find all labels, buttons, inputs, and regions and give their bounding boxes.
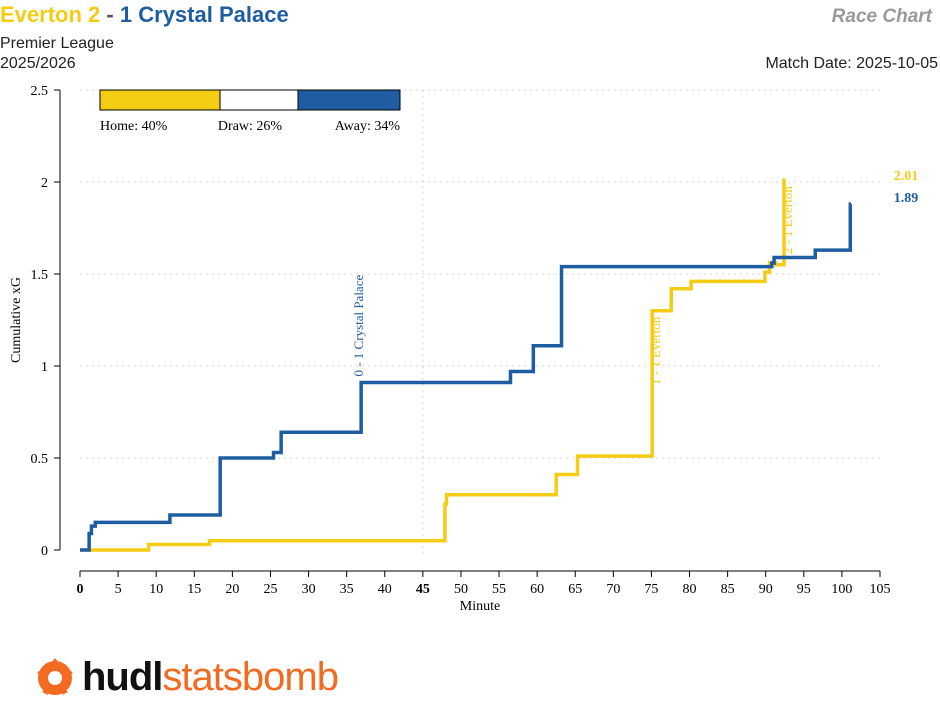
x-axis-title: Minute — [460, 599, 500, 614]
x-tick-label: 0 — [77, 582, 84, 597]
x-tick-label: 55 — [492, 582, 506, 597]
y-tick-label: 0 — [41, 544, 48, 559]
series-line-away — [80, 202, 853, 552]
goal-annotations: 0 - 1 Crystal Palace 1 - 1 Everton 2 - 1 E… — [351, 186, 795, 385]
season-label: 2025/2026 — [0, 55, 76, 72]
x-tick-label: 5 — [115, 582, 122, 597]
final-xg-away: 1.89 — [894, 191, 919, 206]
prob-label-away: Away: 34% — [335, 119, 401, 134]
home-score: 2 — [88, 2, 101, 27]
y-tick-label: 1.5 — [31, 268, 49, 283]
y-axis-title: Cumulative xG — [9, 277, 24, 363]
x-tick-label: 70 — [606, 582, 620, 597]
away-team-name: Crystal Palace — [138, 2, 289, 27]
competition-name: Premier League — [0, 35, 114, 52]
match-title: Everton 2 - 1 Crystal Palace — [0, 2, 289, 28]
prob-bar-away — [297, 89, 401, 111]
hudl-statsbomb-logo: hudlstatsbomb — [32, 652, 339, 702]
x-tick-label: 45 — [416, 582, 430, 597]
x-tick-label: 25 — [263, 582, 277, 597]
chart-series — [80, 178, 853, 552]
goal-annotation: 0 - 1 Crystal Palace — [351, 275, 366, 377]
y-tick-label: 1 — [41, 360, 48, 375]
chart-grid — [80, 89, 880, 558]
goal-annotation: 2 - 1 Everton — [780, 186, 795, 255]
x-tick-label: 60 — [530, 582, 544, 597]
x-tick-label: 50 — [454, 582, 468, 597]
final-xg-home: 2.01 — [894, 169, 919, 184]
win-probability-bar: Home: 40% Draw: 26% Away: 34% — [99, 89, 401, 134]
x-tick-label: 85 — [721, 582, 735, 597]
series-line-home — [80, 178, 786, 552]
x-tick-label: 10 — [149, 582, 163, 597]
logo-text-statsbomb: statsbomb — [162, 654, 339, 699]
y-tick-label: 2 — [41, 176, 48, 191]
match-date: Match Date: 2025-10-05 — [765, 55, 938, 72]
x-tick-label: 20 — [225, 582, 239, 597]
prob-bar-draw — [219, 89, 299, 111]
prob-label-home: Home: 40% — [100, 119, 168, 134]
chart-axes: 0 5 10 15 20 25 30 35 40 45 50 55 60 65 70 75 80 85 90 95 10… — [9, 84, 891, 614]
final-xg-labels: 2.01 1.89 — [894, 169, 919, 206]
x-tick-label: 100 — [831, 582, 852, 597]
statsbomb-logo-icon — [37, 658, 73, 695]
x-tick-label: 30 — [302, 582, 316, 597]
y-tick-label: 2.5 — [31, 84, 49, 99]
logo-text-hudl: hudl — [82, 654, 163, 699]
x-tick-label: 90 — [759, 582, 773, 597]
x-tick-label: 65 — [568, 582, 582, 597]
x-tick-label: 105 — [870, 582, 891, 597]
x-tick-label: 95 — [797, 582, 811, 597]
x-tick-label: 40 — [378, 582, 392, 597]
prob-label-draw: Draw: 26% — [218, 119, 282, 134]
goal-annotation: 1 - 1 Everton — [648, 316, 663, 385]
home-team-name: Everton — [0, 2, 82, 27]
away-score: 1 — [119, 2, 133, 27]
x-tick-label: 35 — [340, 582, 354, 597]
y-tick-label: 0.5 — [31, 452, 49, 467]
x-tick-label: 15 — [187, 582, 201, 597]
chart-type-label: Race Chart — [831, 6, 932, 27]
score-separator: - — [106, 2, 114, 27]
x-tick-label: 80 — [683, 582, 697, 597]
x-tick-label: 75 — [644, 582, 658, 597]
prob-bar-home — [99, 89, 221, 111]
